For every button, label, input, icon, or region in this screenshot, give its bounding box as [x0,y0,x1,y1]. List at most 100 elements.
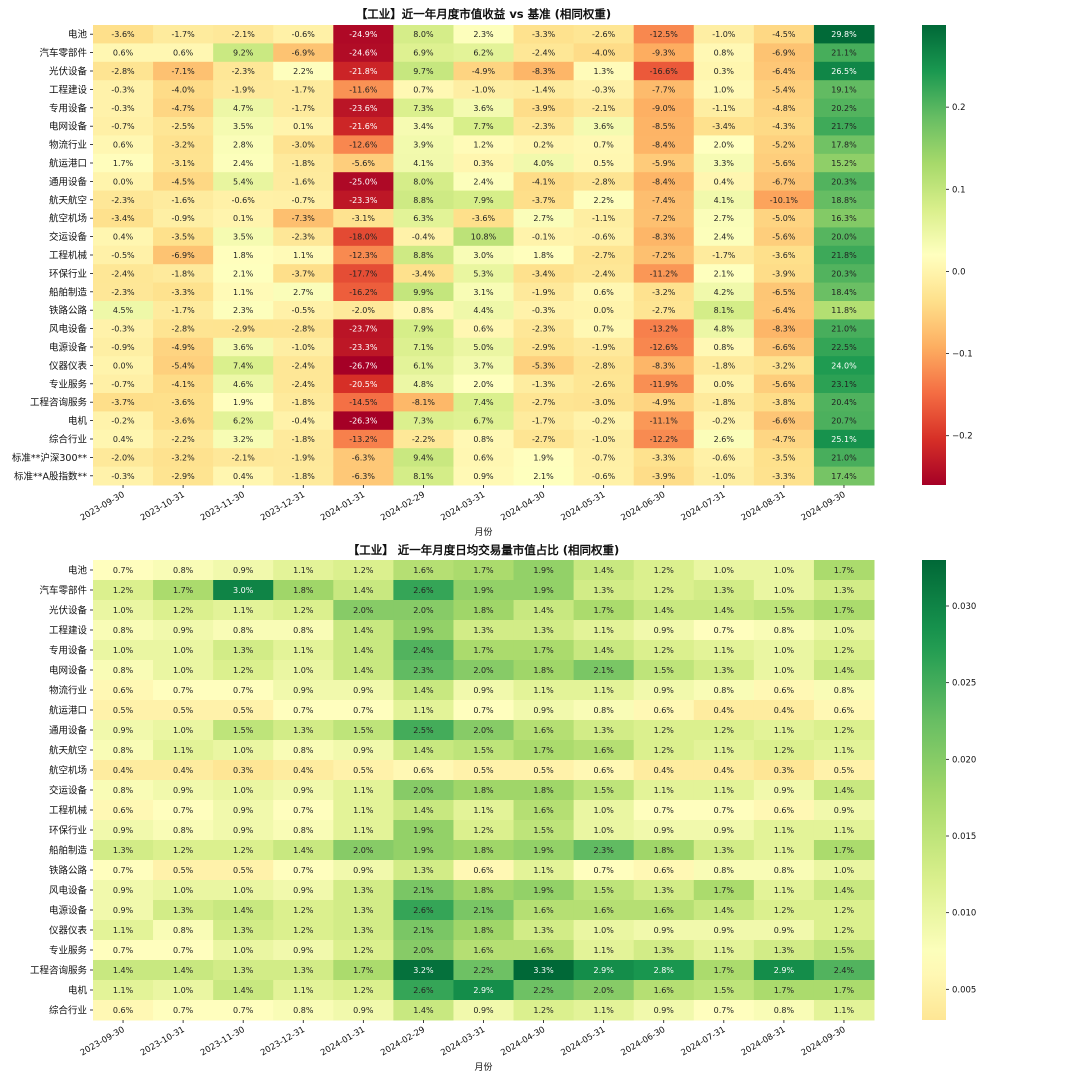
cell-value-label: 4.8% [714,325,735,334]
heatmap-cell [693,245,755,265]
colorbar [922,560,946,1020]
heatmap-cell [633,760,695,781]
cell-value-label: -3.0% [592,398,616,407]
cell-value-label: 1.2% [774,906,795,915]
heatmap-cell [633,820,695,841]
heatmap-cell [153,172,214,192]
heatmap-cell [273,245,334,265]
y-tick-label: 通用设备 [49,725,88,737]
heatmap-cell [333,760,394,781]
cell-value-label: 1.2% [533,1006,554,1015]
cell-value-label: 1.1% [413,706,434,715]
heatmap-cell [693,429,755,449]
cell-value-label: -0.7% [592,453,616,462]
heatmap-cell [693,282,755,302]
heatmap-cell [633,860,695,881]
cell-value-label: 4.7% [233,104,254,113]
cell-value-label: 1.9% [413,846,434,855]
heatmap-cell [213,245,274,265]
cell-value-label: 1.3% [654,946,675,955]
cell-value-label: -3.3% [532,30,556,39]
heatmap-cell [753,580,815,601]
heatmap-cell [393,209,454,228]
heatmap-cell [573,580,635,601]
cell-value-label: 0.4% [714,177,735,186]
cell-value-label: 9.7% [413,67,434,76]
heatmap-cell [753,740,815,761]
heatmap-cell [93,135,154,155]
cell-value-label: -2.9% [172,472,196,481]
heatmap-cell [453,960,515,981]
cell-value-label: 0.8% [593,706,614,715]
cell-value-label: 0.9% [654,826,675,835]
heatmap-cell [633,680,695,701]
heatmap-cell [813,1000,875,1021]
heatmap-cell [813,980,875,1001]
cell-value-label: -0.4% [412,233,436,242]
cell-value-label: 0.9% [533,706,554,715]
heatmap-cell [753,227,815,247]
heatmap-cell [813,660,875,681]
cell-value-label: -3.0% [292,141,316,150]
heatmap-cell [573,740,635,761]
cell-value-label: 7.4% [473,398,494,407]
cell-value-label: 15.2% [831,159,857,168]
heatmap-cell [813,580,875,601]
cell-value-label: 1.3% [353,906,374,915]
heatmap-cell [333,600,394,621]
cell-value-label: 1.1% [233,606,254,615]
heatmap-cell [93,880,154,901]
x-tick-label: 2024-01-31 [319,490,367,523]
cell-value-label: 0.8% [413,306,434,315]
cell-value-label: 1.2% [473,826,494,835]
y-tick-label: 汽车零部件 [39,47,87,59]
cell-value-label: -9.3% [652,49,676,58]
heatmap-cell [93,245,154,265]
x-tick-label: 2024-04-30 [499,1025,547,1058]
heatmap-cell [333,301,394,320]
cell-value-label: 1.3% [233,966,254,975]
heatmap-cell [273,740,334,761]
heatmap-cell [453,820,515,841]
heatmap-cell [93,448,154,468]
y-tick-label: 船舶制造 [49,286,88,298]
cell-value-label: 0.3% [473,159,494,168]
heatmap-cell [453,580,515,601]
heatmap-cell [753,920,815,941]
heatmap-cell [813,245,875,265]
heatmap-cell [333,720,394,741]
heatmap-cell [693,820,755,841]
heatmap-cell [813,920,875,941]
cell-value-label: -7.2% [652,251,676,260]
cell-value-label: -2.3% [532,122,556,131]
heatmap-cell [393,900,454,921]
heatmap-cell [813,880,875,901]
y-tick-label: 航天航空 [49,194,87,206]
cell-value-label: 1.1% [533,686,554,695]
cell-value-label: 3.0% [233,586,254,595]
heatmap-cell [573,264,635,284]
cell-value-label: 2.9% [774,966,795,975]
heatmap-cell [753,760,815,781]
heatmap-cell [633,80,695,100]
y-tick-label: 环保行业 [49,825,87,837]
heatmap-cell [753,820,815,841]
cell-value-label: 0.9% [173,786,194,795]
cell-value-label: -1.6% [172,196,196,205]
heatmap-cell [273,153,334,173]
heatmap-cell [93,209,154,228]
cell-value-label: 2.0% [714,141,735,150]
cell-value-label: -1.9% [292,453,316,462]
heatmap-cell [93,301,154,320]
y-tick-label: 综合行业 [49,434,87,446]
cell-value-label: 0.4% [173,766,194,775]
heatmap-cell [393,840,454,861]
heatmap-cell [513,209,575,228]
cell-value-label: -24.9% [349,30,378,39]
heatmap-cell [453,209,515,228]
heatmap-cell [333,227,394,247]
heatmap-cell [93,1000,154,1021]
heatmap-cell [513,980,575,1001]
cell-value-label: 1.9% [533,453,554,462]
cell-value-label: 1.0% [293,666,314,675]
